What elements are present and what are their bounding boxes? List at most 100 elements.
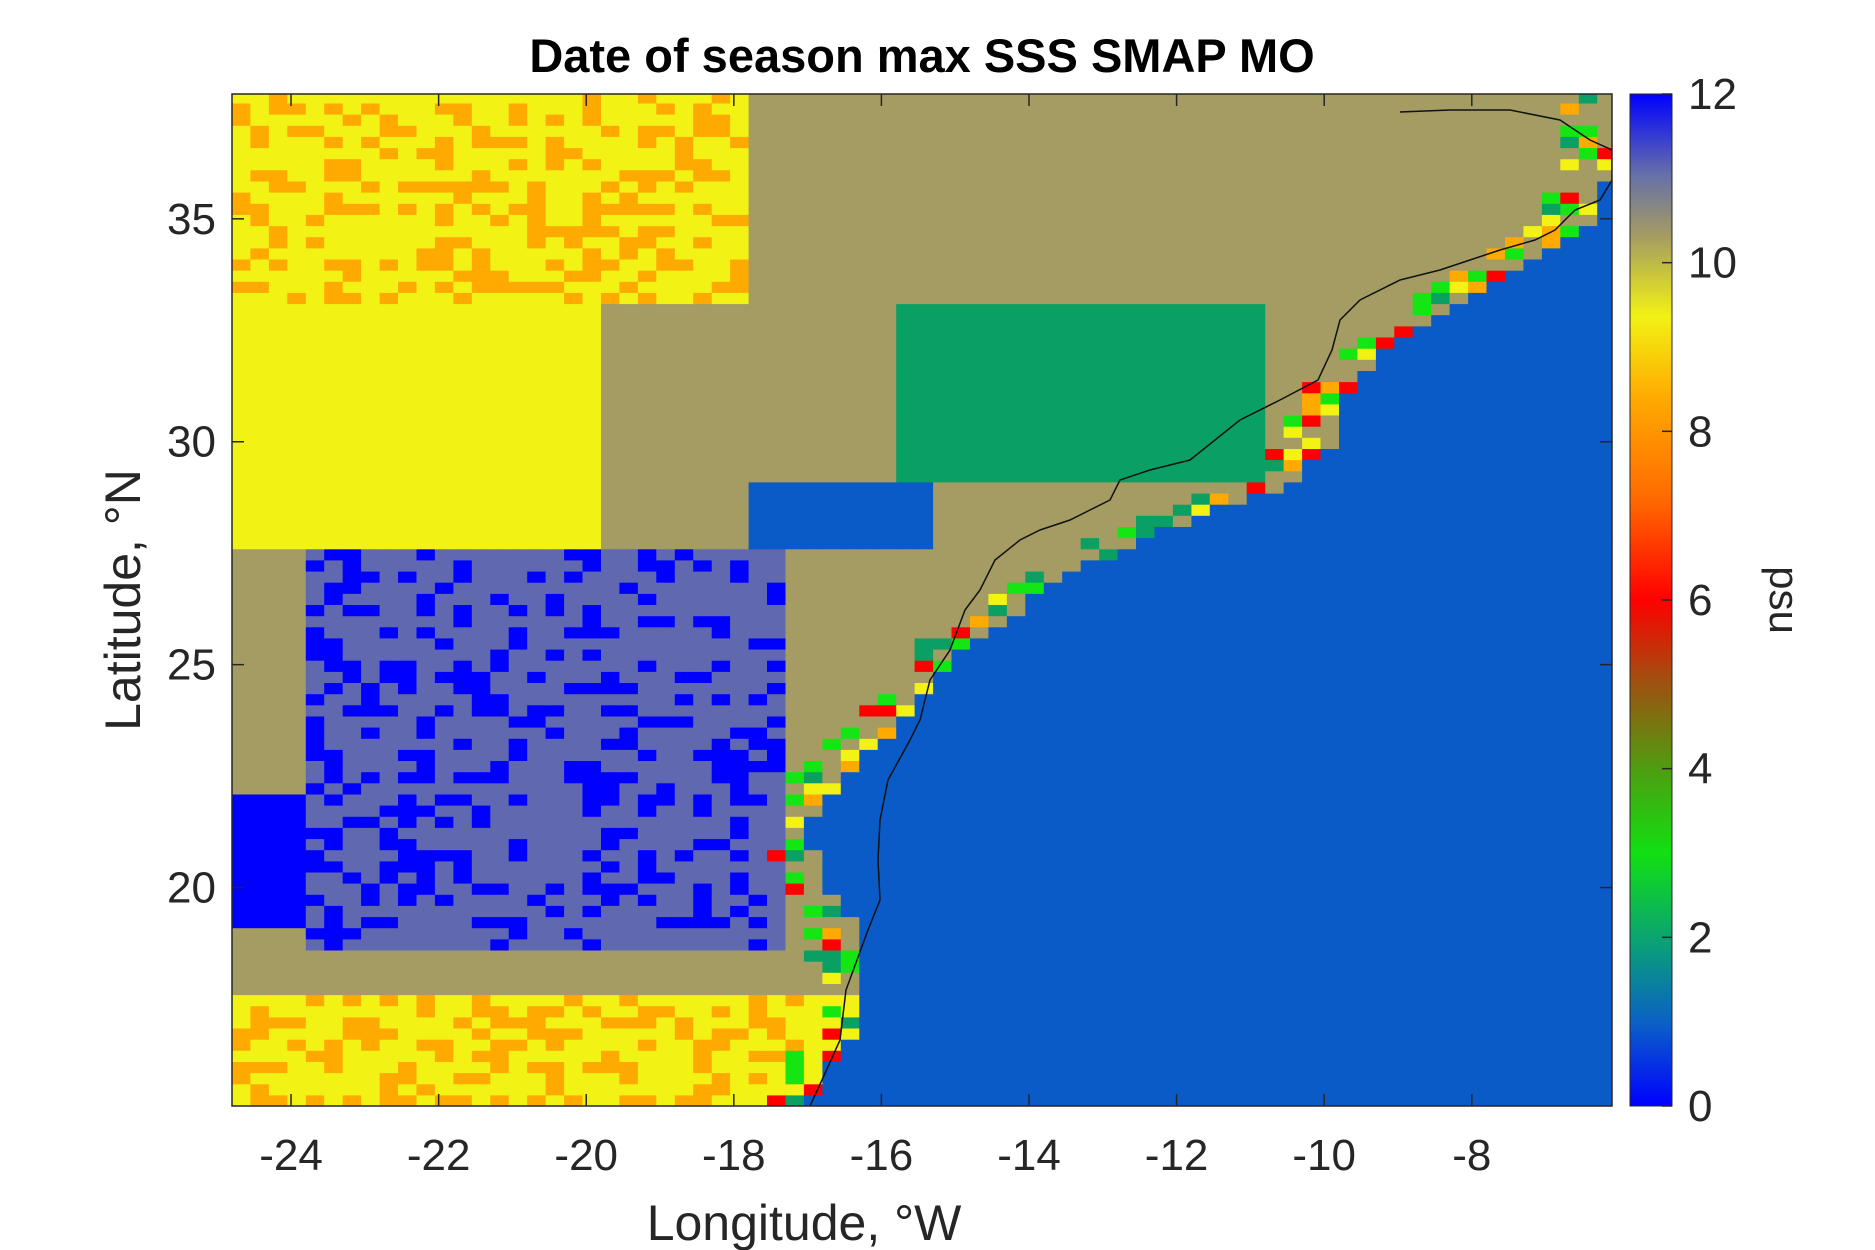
heatmap-cell (1080, 961, 1100, 973)
heatmap-cell (601, 559, 620, 572)
heatmap-cell (1172, 860, 1192, 873)
heatmap-cell (508, 693, 528, 706)
heatmap-cell (619, 816, 639, 828)
heatmap-cell (564, 459, 584, 472)
heatmap-cell (1209, 950, 1229, 962)
heatmap-cell (748, 459, 768, 472)
heatmap-cell (711, 448, 731, 461)
heatmap-cell (803, 905, 823, 918)
heatmap-cell (877, 693, 897, 706)
heatmap-cell (1505, 1028, 1524, 1040)
heatmap-cell (674, 805, 694, 817)
heatmap-cell (1043, 1039, 1063, 1051)
heatmap-cell (840, 626, 860, 639)
heatmap-cell (748, 626, 768, 639)
heatmap-cell (1560, 604, 1580, 617)
heatmap-cell (1339, 894, 1358, 906)
heatmap-cell (232, 426, 251, 438)
heatmap-cell (1191, 771, 1211, 784)
heatmap-cell (1136, 637, 1155, 650)
heatmap-cell (250, 1072, 270, 1085)
heatmap-cell (1099, 571, 1119, 583)
heatmap-cell (1560, 994, 1580, 1007)
heatmap-cell (1062, 370, 1082, 383)
heatmap-cell (674, 749, 694, 761)
heatmap-cell (914, 559, 934, 572)
heatmap-cell (434, 381, 454, 394)
heatmap-cell (434, 805, 454, 817)
heatmap-cell (1394, 715, 1414, 728)
heatmap-cell (471, 1039, 491, 1051)
heatmap-cell (1246, 883, 1266, 895)
heatmap-cell (693, 637, 713, 650)
heatmap-cell (840, 381, 860, 394)
heatmap-cell (1302, 582, 1322, 594)
heatmap-cell (250, 782, 270, 795)
heatmap-cell (637, 649, 657, 661)
heatmap-cell (250, 883, 270, 895)
heatmap-cell (970, 950, 989, 962)
heatmap-cell (951, 805, 971, 817)
heatmap-cell (1578, 626, 1598, 639)
heatmap-cell (582, 950, 602, 962)
heatmap-cell (361, 559, 381, 572)
heatmap-cell (453, 481, 473, 494)
heatmap-cell (1136, 738, 1155, 750)
heatmap-cell (250, 604, 270, 617)
heatmap-cell (1117, 481, 1137, 494)
heatmap-cell (859, 994, 879, 1007)
heatmap-cell (1154, 782, 1174, 795)
heatmap-cell (1006, 938, 1026, 951)
heatmap-cell (1172, 793, 1192, 806)
heatmap-cell (1302, 883, 1322, 895)
heatmap-cell (951, 715, 971, 728)
heatmap-cell (674, 649, 694, 661)
heatmap-cell (1043, 1072, 1063, 1085)
heatmap-cell (1209, 738, 1229, 750)
heatmap-cell (582, 593, 602, 605)
heatmap-cell (1578, 838, 1598, 851)
heatmap-cell (305, 493, 325, 505)
heatmap-cell (1468, 448, 1488, 461)
heatmap-cell (379, 994, 399, 1007)
heatmap-cell (527, 604, 547, 617)
heatmap-cell (1412, 950, 1432, 962)
heatmap-cell (803, 1050, 823, 1062)
heatmap-cell (471, 504, 491, 516)
heatmap-cell (656, 637, 676, 650)
heatmap-cell (1043, 626, 1063, 639)
heatmap-cell (785, 1094, 805, 1106)
heatmap-cell (619, 749, 639, 761)
heatmap-cell (1154, 403, 1174, 416)
heatmap-cell (1062, 403, 1082, 416)
heatmap-cell (970, 838, 989, 851)
heatmap-cell (822, 493, 842, 505)
heatmap-cell (434, 615, 454, 628)
heatmap-cell (1265, 571, 1285, 583)
heatmap-cell (601, 459, 620, 472)
heatmap-cell (1357, 649, 1377, 661)
heatmap-cell (250, 983, 270, 996)
heatmap-cell (305, 626, 325, 639)
heatmap-cell (970, 771, 989, 784)
heatmap-cell (379, 827, 399, 840)
heatmap-cell (1265, 615, 1285, 628)
heatmap-cell (1302, 1050, 1322, 1062)
heatmap-cell (877, 1094, 897, 1106)
heatmap-cell (730, 626, 750, 639)
heatmap-cell (1136, 493, 1155, 505)
heatmap-cell (1339, 927, 1358, 940)
heatmap-cell (1043, 604, 1063, 617)
heatmap-cell (342, 1028, 362, 1040)
heatmap-cell (379, 426, 399, 438)
heatmap-cell (1117, 883, 1137, 895)
heatmap-cell (434, 860, 454, 873)
heatmap-cell (970, 1050, 989, 1062)
heatmap-cell (896, 704, 916, 717)
heatmap-cell (1246, 448, 1266, 461)
heatmap-cell (1394, 415, 1414, 427)
heatmap-cell (1394, 459, 1414, 472)
heatmap-cell (1523, 938, 1543, 951)
heatmap-cell (490, 637, 510, 650)
heatmap-cell (232, 938, 251, 951)
